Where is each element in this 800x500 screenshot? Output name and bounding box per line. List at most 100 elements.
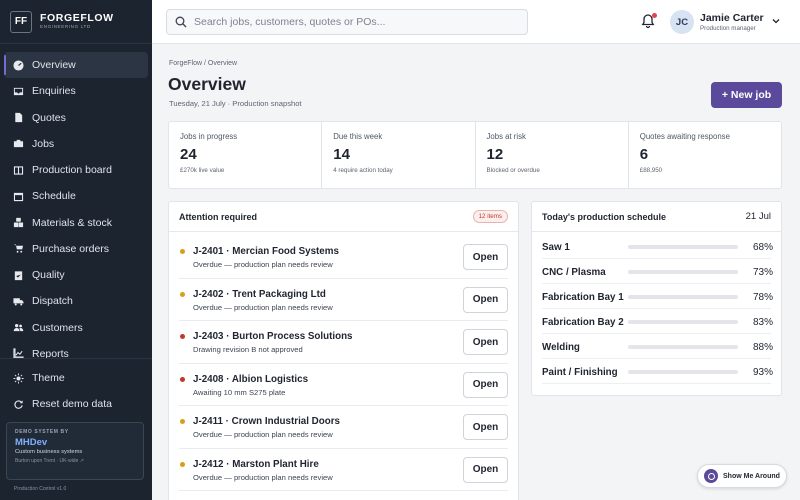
sidebar-item-label: Production board	[32, 164, 112, 177]
search-input[interactable]: Search jobs, customers, quotes or POs...	[166, 9, 528, 35]
schedule-row[interactable]: CNC / Plasma 73%	[542, 259, 774, 284]
status-dot	[180, 461, 185, 467]
open-button[interactable]: Open	[463, 414, 508, 440]
status-dot	[180, 291, 185, 297]
tour-label: Show Me Around	[723, 472, 780, 480]
sidebar-divider	[0, 358, 152, 359]
attention-list: J-2401 · Mercian Food Systems Overdue — p…	[169, 236, 518, 491]
schedule-row[interactable]: Saw 1 68%	[542, 234, 773, 259]
schedule-row[interactable]: Fabrication Bay 1 78%	[542, 284, 774, 309]
sidebar-item-label: Quotes	[32, 111, 66, 124]
sidebar-item-enquiries[interactable]: Enquiries	[0, 78, 152, 104]
attention-item-title[interactable]: J-2403 · Burton Process Solutions	[193, 331, 353, 342]
open-button[interactable]: Open	[463, 286, 508, 313]
open-button[interactable]: Open	[463, 456, 508, 483]
open-button[interactable]: Open	[463, 329, 508, 355]
breadcrumb[interactable]: ForgeFlow / Overview	[169, 60, 238, 67]
attention-item[interactable]: J-2408 · Albion Logistics Awaiting 10 mm …	[179, 364, 508, 406]
page-title: Overview	[168, 74, 246, 94]
sidebar-item-schedule[interactable]: Schedule	[0, 183, 152, 209]
sidebar-item-overview[interactable]: Overview	[4, 52, 148, 79]
stat-jobs-in-progress[interactable]: Jobs in progress 24 £270k live value	[169, 122, 323, 188]
stat-value: 14	[333, 146, 350, 163]
attention-item-desc: Overdue — production plan needs review	[193, 430, 333, 439]
sidebar-item-label: Purchase orders	[32, 242, 110, 255]
sidebar-item-dispatch[interactable]: Dispatch	[0, 288, 152, 314]
theme-toggle[interactable]: Theme	[0, 365, 152, 391]
demo-label: DEMO SYSTEM BY	[15, 429, 69, 435]
user-name[interactable]: Jamie Carter	[700, 12, 764, 24]
inbox-icon	[13, 86, 24, 97]
sidebar-item-jobs[interactable]: Jobs	[0, 131, 152, 157]
capacity-percent: 88%	[753, 342, 774, 353]
sidebar-item-purchase-orders[interactable]: Purchase orders	[0, 236, 152, 262]
attention-item-title[interactable]: J-2408 · Albion Logistics	[193, 373, 309, 385]
sidebar-item-label: Dispatch	[32, 295, 73, 308]
schedule-row[interactable]: Welding 88%	[542, 334, 774, 359]
utility-menu: Theme Reset demo data	[0, 365, 152, 417]
sidebar-item-reports[interactable]: Reports	[0, 341, 152, 358]
status-dot	[180, 419, 185, 424]
attention-item[interactable]: J-2411 · Crown Industrial Doors Overdue —…	[179, 406, 508, 449]
sidebar-item-quotes[interactable]: Quotes	[0, 105, 152, 131]
capacity-percent: 78%	[753, 292, 774, 303]
sidebar-item-label: Enquiries	[32, 85, 76, 98]
sidebar-item-production-board[interactable]: Production board	[0, 157, 152, 183]
open-button[interactable]: Open	[463, 371, 508, 398]
schedule-row[interactable]: Fabrication Bay 2 83%	[542, 309, 773, 334]
sidebar-item-materials[interactable]: Materials & stock	[0, 210, 152, 236]
attention-item-title[interactable]: J-2412 · Marston Plant Hire	[193, 458, 319, 470]
sidebar-item-customers[interactable]: Customers	[0, 315, 152, 341]
reset-demo-label: Reset demo data	[32, 398, 112, 410]
sidebar-item-label: Reports	[32, 347, 69, 358]
truck-icon	[13, 296, 24, 307]
sidebar-item-quality[interactable]: Quality	[0, 262, 152, 288]
sidebar-item-label: Overview	[32, 59, 76, 72]
schedule-list: Saw 1 68% CNC / Plasma 73% Fabrication Bay 1…	[532, 234, 781, 384]
open-button[interactable]: Open	[463, 244, 508, 270]
attention-item[interactable]: J-2401 · Mercian Food Systems Overdue — p…	[179, 236, 508, 279]
brand-subtitle: ENGINEERING LTD	[40, 24, 91, 30]
capacity-bar	[628, 270, 738, 274]
attention-item[interactable]: J-2403 · Burton Process Solutions Drawing…	[179, 321, 508, 364]
board-icon	[13, 165, 24, 176]
stat-due-this-week[interactable]: Due this week 14 4 require action today	[322, 122, 476, 188]
demo-system-card[interactable]: DEMO SYSTEM BY MHDev Custom business sys…	[6, 422, 144, 480]
stat-quotes-awaiting[interactable]: Quotes awaiting response 6 £88,950	[629, 122, 781, 188]
attention-item-title[interactable]: J-2402 · Trent Packaging Ltd	[193, 288, 326, 300]
tour-icon	[704, 469, 718, 483]
brand[interactable]: FF FORGEFLOW ENGINEERING LTD	[0, 0, 152, 44]
workstation-name: Paint / Finishing	[542, 367, 618, 378]
brand-name: FORGEFLOW	[40, 11, 114, 24]
workstation-name: Saw 1	[542, 242, 570, 253]
cart-icon	[13, 243, 24, 254]
avatar[interactable]: JC	[670, 10, 694, 34]
demo-location-link[interactable]: Burton upon Trent · UK-wide ↗	[15, 458, 84, 464]
attention-item[interactable]: J-2402 · Trent Packaging Ltd Overdue — pr…	[179, 279, 508, 321]
capacity-bar	[628, 295, 738, 299]
new-job-button[interactable]: + New job	[711, 82, 782, 108]
schedule-row[interactable]: Paint / Finishing 93%	[542, 359, 774, 384]
attention-item[interactable]: J-2412 · Marston Plant Hire Overdue — pro…	[179, 449, 508, 491]
sidebar-item-label: Materials & stock	[32, 216, 112, 229]
stat-value: 24	[180, 146, 197, 163]
attention-item-title[interactable]: J-2401 · Mercian Food Systems	[193, 246, 339, 257]
attention-item-desc: Overdue — production plan needs review	[193, 260, 333, 269]
stat-jobs-at-risk[interactable]: Jobs at risk 12 Blocked or overdue	[476, 122, 629, 188]
reset-demo-button[interactable]: Reset demo data	[0, 391, 152, 417]
stat-note: £270k live value	[180, 167, 225, 174]
version-label: Production Control v1.0	[14, 486, 67, 492]
attention-item-title[interactable]: J-2411 · Crown Industrial Doors	[193, 416, 340, 427]
attention-item-desc: Drawing revision B not approved	[193, 345, 303, 354]
capacity-percent: 73%	[753, 267, 774, 278]
show-me-around-button[interactable]: Show Me Around	[697, 464, 787, 488]
stat-label: Jobs at risk	[486, 132, 526, 141]
bell-icon[interactable]	[640, 13, 656, 29]
users-icon	[13, 322, 24, 333]
capacity-percent: 93%	[753, 367, 774, 378]
schedule-title: Today's production schedule	[542, 211, 666, 222]
theme-label: Theme	[32, 372, 65, 384]
sun-icon	[13, 372, 24, 384]
chevron-down-icon[interactable]	[771, 16, 781, 26]
sidebar: FF FORGEFLOW ENGINEERING LTD Overview En…	[0, 0, 152, 500]
